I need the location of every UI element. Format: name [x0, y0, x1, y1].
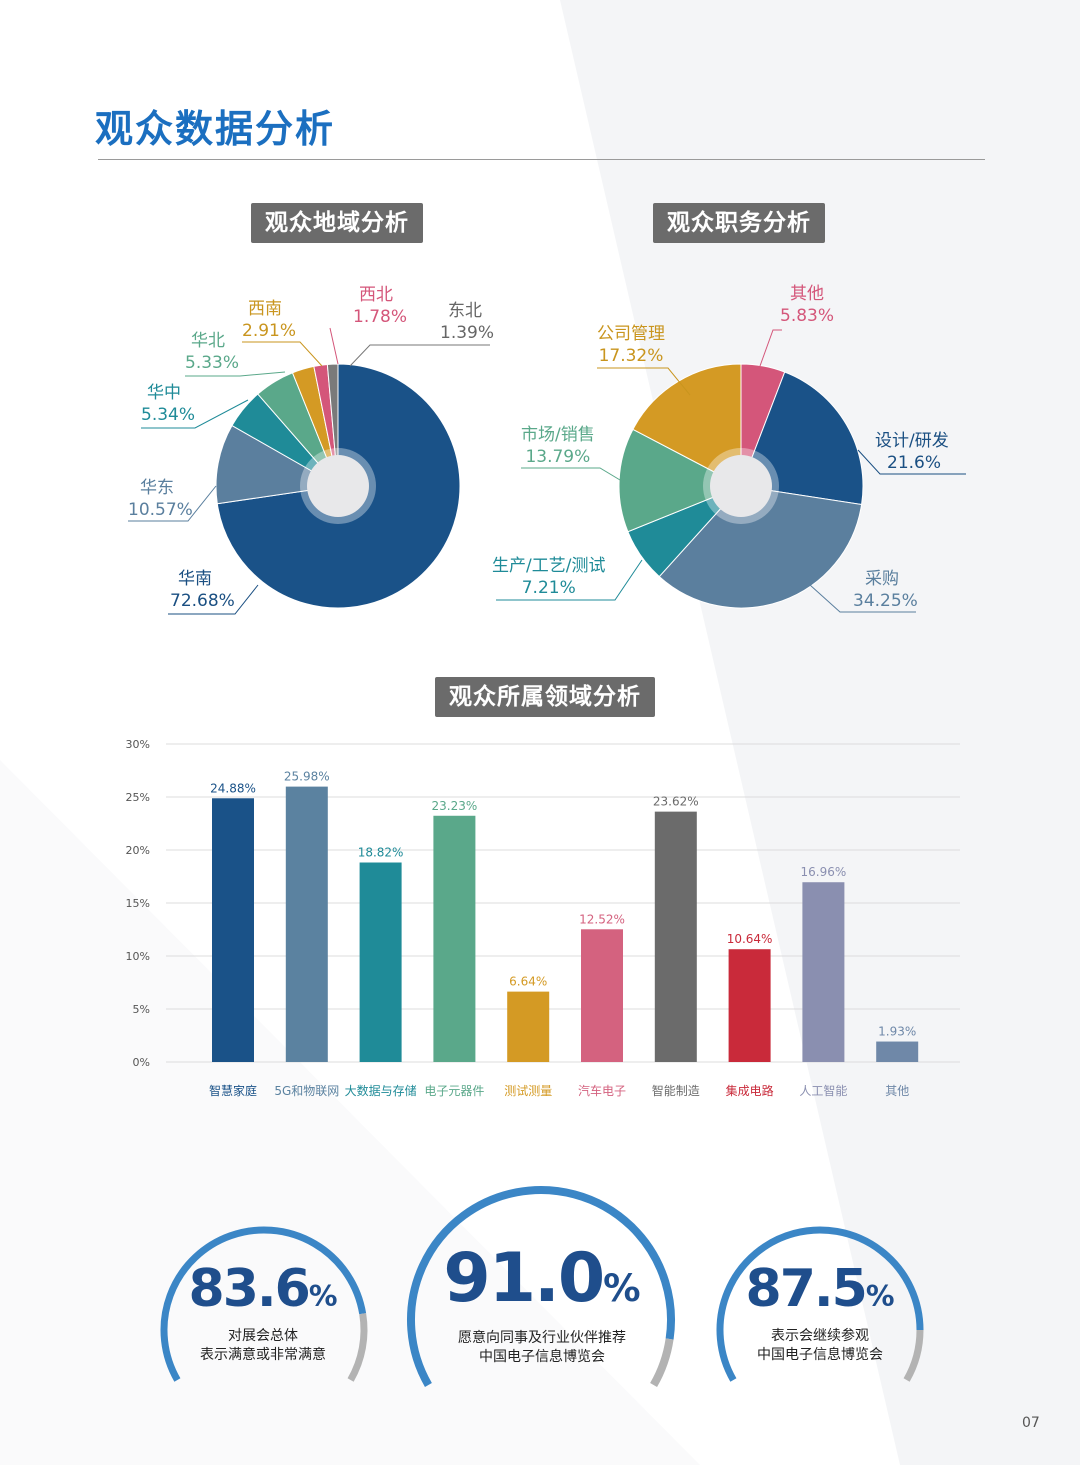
stat-return-unit: %: [865, 1279, 895, 1313]
stat-satisfaction-arc-rest: [347, 1313, 368, 1382]
stat-satisfaction-unit: %: [308, 1279, 338, 1313]
stat-satisfaction-number: 83.6: [188, 1259, 311, 1319]
stat-satisfaction-caption-2: 表示满意或非常满意: [200, 1347, 326, 1363]
bar-ytick-2: 10%: [126, 950, 150, 963]
bar-category-label-6: 智能制造: [652, 1083, 700, 1098]
region-leader-northwest: [329, 327, 339, 365]
stat-return: 87.5% 表示会继续参观 中国电子信息博览会: [720, 1258, 920, 1365]
bar-value-label-6: 23.62%: [653, 795, 699, 809]
region-leader-southwest: [242, 341, 323, 367]
bar-1: [285, 786, 328, 1062]
bar-value-label-5: 12.52%: [579, 912, 625, 926]
region-section-title: 观众地域分析: [251, 203, 423, 243]
role-leader-marketing: [521, 467, 631, 487]
bar-value-label-1: 25.98%: [284, 770, 330, 784]
role-pie-slice-5: [632, 363, 742, 487]
bar-category-label-9: 其他: [885, 1084, 909, 1098]
role-label-other: 其他 5.83%: [780, 284, 835, 326]
role-pie-slice-2: [658, 485, 863, 609]
region-label-central: 华中 5.34%: [141, 383, 196, 425]
region-label-northwest: 西北 1.78%: [353, 285, 408, 327]
bar-category-label-3: 电子元器件: [424, 1084, 484, 1098]
role-label-management: 公司管理 17.32%: [597, 324, 665, 366]
bar-value-label-0: 24.88%: [210, 781, 256, 795]
role-leader-purchase: [809, 584, 916, 613]
bar-ytick-1: 5%: [133, 1003, 150, 1016]
region-leader-south: [168, 584, 259, 615]
bar-9: [876, 1041, 919, 1062]
role-leader-management: [597, 367, 691, 396]
bar-value-label-7: 10.64%: [727, 932, 773, 946]
stat-return-caption-1: 表示会继续参观: [771, 1328, 869, 1344]
bar-category-label-7: 集成电路: [726, 1083, 774, 1098]
bar-ytick-0: 0%: [133, 1056, 150, 1069]
bar-category-label-1: 5G和物联网: [274, 1084, 339, 1098]
page-number: 07: [1022, 1415, 1040, 1431]
stat-recommend-caption-1: 愿意向同事及行业伙伴推荐: [458, 1330, 626, 1346]
role-leader-other: [759, 329, 782, 367]
bar-category-label-8: 人工智能: [799, 1083, 847, 1098]
field-section-title: 观众所属领域分析: [435, 677, 655, 717]
bar-ytick-6: 30%: [126, 738, 150, 751]
bar-5: [581, 929, 623, 1062]
region-leader-north: [185, 371, 286, 377]
region-leader-central: [141, 399, 249, 429]
role-leader-rnd: [857, 449, 966, 475]
region-leader-northeast: [349, 344, 490, 367]
bar-3: [433, 815, 476, 1062]
region-label-north: 华北 5.33%: [185, 331, 240, 373]
role-label-marketing: 市场/销售 13.79%: [521, 425, 595, 467]
bar-value-label-3: 23.23%: [432, 799, 478, 813]
bar-category-label-0: 智慧家庭: [209, 1083, 257, 1098]
stat-return-arc-fill: [716, 1226, 924, 1382]
stat-return-caption-2: 中国电子信息博览会: [757, 1347, 883, 1363]
stat-recommend-number: 91.0: [443, 1239, 605, 1318]
region-pie-hole: [307, 455, 369, 517]
stat-recommend-arc-rest: [650, 1338, 674, 1387]
stat-return-number: 87.5: [745, 1259, 868, 1319]
stat-satisfaction-arc-fill: [160, 1226, 367, 1382]
bar-0: [212, 798, 254, 1062]
bar-8: [802, 882, 845, 1062]
region-label-southwest: 西南 2.91%: [242, 299, 297, 341]
bar-6: [654, 811, 697, 1062]
stat-recommend: 91.0% 愿意向同事及行业伙伴推荐 中国电子信息博览会: [420, 1238, 664, 1367]
region-label-east: 华东 10.57%: [128, 478, 193, 520]
bar-category-label-4: 测试测量: [504, 1083, 552, 1098]
bar-value-label-2: 18.82%: [358, 846, 404, 860]
stat-satisfaction: 83.6% 对展会总体 表示满意或非常满意: [163, 1258, 363, 1365]
stat-return-arc-rest: [903, 1329, 924, 1382]
bar-value-label-8: 16.96%: [801, 865, 847, 879]
title-divider: [98, 159, 985, 160]
region-label-northeast: 东北 1.39%: [440, 301, 495, 343]
stat-recommend-unit: %: [603, 1266, 641, 1310]
bar-category-label-2: 大数据与存储: [345, 1083, 417, 1098]
role-section-title: 观众职务分析: [653, 203, 825, 243]
stat-recommend-arc-fill: [407, 1186, 675, 1387]
region-label-south: 华南 72.68%: [170, 569, 235, 611]
role-pie-hole: [710, 455, 772, 517]
region-leader-east: [128, 485, 217, 522]
bar-category-label-5: 汽车电子: [578, 1083, 626, 1098]
bar-ytick-4: 20%: [126, 844, 150, 857]
bar-ytick-5: 25%: [126, 791, 150, 804]
role-label-rnd: 设计/研发 21.6%: [875, 431, 949, 473]
bar-2: [359, 862, 402, 1062]
role-label-purchase: 采购 34.25%: [853, 569, 918, 611]
role-pie-slice-1: [740, 371, 864, 506]
bar-value-label-9: 1.93%: [878, 1025, 916, 1039]
bar-7: [728, 949, 771, 1062]
bar-value-label-4: 6.64%: [509, 975, 547, 989]
stat-recommend-caption-2: 中国电子信息博览会: [479, 1349, 605, 1365]
stat-satisfaction-caption-1: 对展会总体: [228, 1328, 298, 1344]
role-leader-production: [496, 559, 643, 601]
page-title: 观众数据分析: [95, 107, 336, 151]
role-label-production: 生产/工艺/测试 7.21%: [492, 556, 606, 598]
bar-ytick-3: 15%: [126, 897, 150, 910]
bar-4: [507, 991, 550, 1062]
